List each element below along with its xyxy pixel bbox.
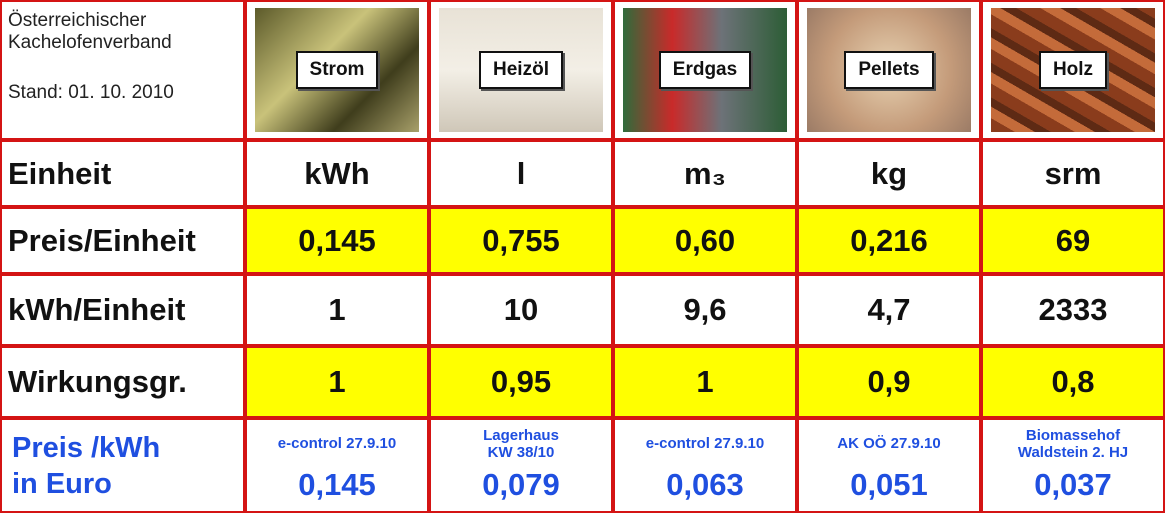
result-label-line: in Euro [12, 466, 112, 502]
value-cell: 0,8 [983, 348, 1163, 416]
org-name: Kachelofenverband [8, 32, 172, 54]
energy-image: Erdgas [623, 8, 787, 132]
result-label-line: Preis /kWh [12, 430, 160, 466]
price-per-kwh: 0,145 [298, 467, 376, 503]
energy-name: Strom [296, 51, 379, 89]
value-cell: 0,755 [431, 209, 611, 272]
energy-image: Holz [991, 8, 1155, 132]
row-label: kWh/Einheit [2, 276, 243, 344]
source: e-control 27.9.10 [278, 420, 396, 467]
value-cell: 0,216 [799, 209, 979, 272]
value-cell: 1 [247, 276, 427, 344]
energy-image: Heizöl [439, 8, 603, 132]
price-table: ÖsterreichischerKachelofenverband Stand: … [0, 0, 1165, 513]
source-line: KW 38/10 [483, 444, 559, 461]
energy-header: Holz [983, 2, 1163, 138]
energy-name: Heizöl [479, 51, 563, 89]
row-label: Preis/Einheit [2, 209, 243, 272]
result-cell: AK OÖ 27.9.10 0,051 [799, 420, 979, 511]
price-per-kwh: 0,063 [666, 467, 744, 503]
value-cell: srm [983, 142, 1163, 205]
value-cell: 69 [983, 209, 1163, 272]
value-cell: 0,95 [431, 348, 611, 416]
energy-name: Holz [1039, 51, 1107, 89]
value-cell: 2333 [983, 276, 1163, 344]
value-cell: 0,60 [615, 209, 795, 272]
value-cell: 0,145 [247, 209, 427, 272]
energy-image: Strom [255, 8, 419, 132]
row-label: Einheit [2, 142, 243, 205]
source-line: AK OÖ 27.9.10 [837, 435, 940, 452]
energy-image: Pellets [807, 8, 971, 132]
value-cell: l [431, 142, 611, 205]
value-cell: kWh [247, 142, 427, 205]
value-cell: m₃ [615, 142, 795, 205]
price-per-kwh: 0,051 [850, 467, 928, 503]
energy-header: Pellets [799, 2, 979, 138]
source: AK OÖ 27.9.10 [837, 420, 940, 467]
row-label: Wirkungsgr. [2, 348, 243, 416]
org-name: Österreichischer [8, 10, 146, 32]
source: e-control 27.9.10 [646, 420, 764, 467]
source-line: e-control 27.9.10 [646, 435, 764, 452]
energy-header: Erdgas [615, 2, 795, 138]
value-cell: 9,6 [615, 276, 795, 344]
price-per-kwh: 0,079 [482, 467, 560, 503]
energy-name: Erdgas [659, 51, 751, 89]
stand-date: Stand: 01. 10. 2010 [8, 82, 174, 104]
result-cell: e-control 27.9.10 0,145 [247, 420, 427, 511]
value-cell: 1 [615, 348, 795, 416]
source-line: Waldstein 2. HJ [1018, 444, 1128, 461]
result-cell: e-control 27.9.10 0,063 [615, 420, 795, 511]
source-line: e-control 27.9.10 [278, 435, 396, 452]
price-per-kwh: 0,037 [1034, 467, 1112, 503]
value-cell: 10 [431, 276, 611, 344]
source-line: Lagerhaus [483, 427, 559, 444]
energy-header: Strom [247, 2, 427, 138]
value-cell: 1 [247, 348, 427, 416]
energy-header: Heizöl [431, 2, 611, 138]
value-cell: kg [799, 142, 979, 205]
value-cell: 4,7 [799, 276, 979, 344]
value-cell: 0,9 [799, 348, 979, 416]
source-line: Biomassehof [1018, 427, 1128, 444]
energy-name: Pellets [844, 51, 933, 89]
